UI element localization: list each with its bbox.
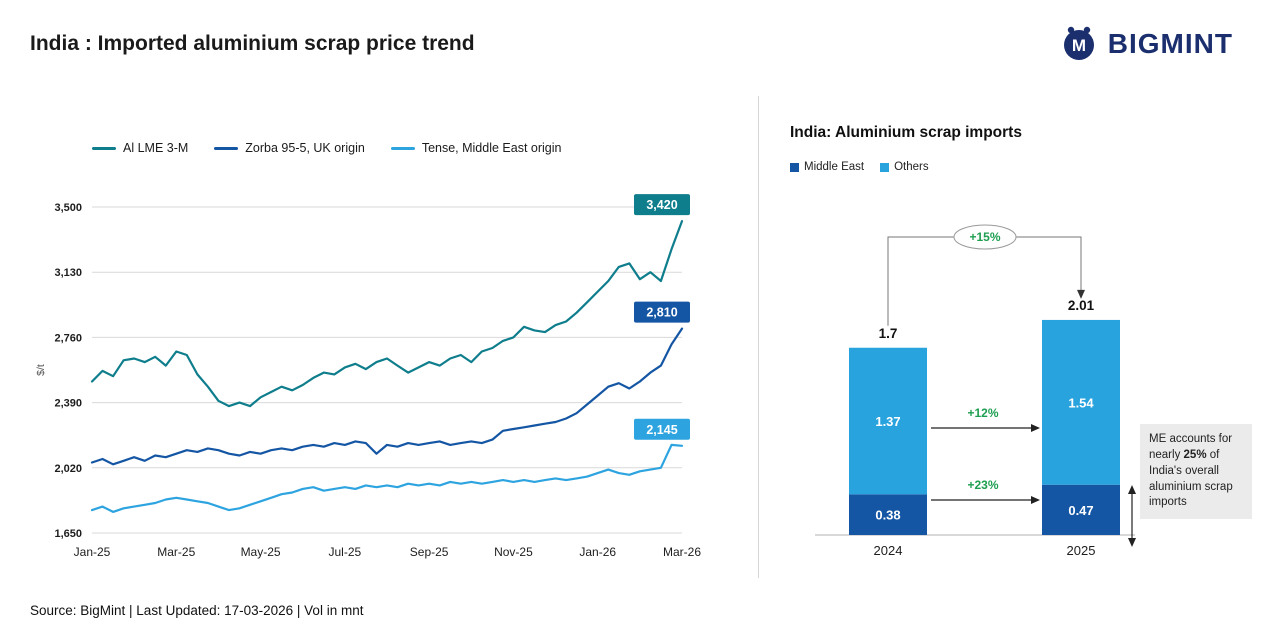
bigmint-logo: M BIGMINT [1059, 24, 1233, 64]
category-label: 2024 [874, 543, 903, 558]
series-end-label: 2,810 [646, 306, 677, 320]
arrowhead-right [1031, 496, 1040, 504]
arrowhead-down [1128, 538, 1136, 547]
series-line [90, 327, 684, 466]
x-tick-label: Jan-26 [579, 545, 616, 559]
note-text-post: of India's overall aluminium scrap impor… [1149, 448, 1233, 509]
segment-value-label: 0.38 [875, 508, 900, 523]
legend-item-middle-east: Middle East [790, 161, 864, 173]
note-text-bold: 25% [1183, 448, 1207, 461]
legend-label-zorba: Zorba 95-5, UK origin [245, 141, 365, 155]
panel-divider [758, 96, 759, 578]
segment-value-label: 1.54 [1068, 395, 1094, 410]
legend-swatch-middle-east [790, 162, 799, 172]
x-tick-label: Mar-26 [663, 545, 701, 559]
others-growth-label: +12% [967, 406, 998, 420]
page-title: India : Imported aluminium scrap price t… [30, 32, 475, 55]
bar-segment-middle-east [849, 494, 927, 535]
source-footer: Source: BigMint | Last Updated: 17-03-20… [30, 603, 364, 618]
total-label: 2.01 [1068, 298, 1095, 313]
price-trend-line-chart: 1,650 2,020 2,390 2,760 3,130 3,500 $/t Jan-25 M… [35, 194, 701, 559]
note-text-pre: ME accounts for nearly [1149, 433, 1233, 461]
y-axis-title: $/t [35, 364, 47, 376]
arrowhead-up [1128, 485, 1136, 494]
legend-swatch-al-lme [92, 146, 116, 150]
bar-chart-title: India: Aluminium scrap imports [790, 124, 1022, 141]
x-tick-label: May-25 [241, 545, 281, 559]
legend-label-al-lme: Al LME 3-M [123, 141, 189, 155]
y-tick-label: 1,650 [54, 528, 82, 540]
legend-swatch-others [880, 162, 890, 172]
series-end-label: 2,145 [646, 423, 677, 437]
y-tick-label: 2,760 [54, 332, 82, 344]
series-end-label: 3,420 [646, 198, 677, 212]
arrowhead-down [1077, 289, 1085, 299]
legend-swatch-zorba [214, 146, 239, 150]
x-tick-label: Sep-25 [410, 545, 449, 559]
y-tick-label: 3,130 [54, 267, 82, 279]
legend-item-al-lme: Al LME 3-M [92, 141, 188, 155]
legend-label-others: Others [894, 161, 929, 173]
category-label: 2025 [1067, 543, 1096, 558]
x-tick-label: Mar-25 [157, 545, 195, 559]
series-end-label-box [634, 418, 690, 440]
legend-swatch-tense [390, 146, 415, 150]
bar-segment-middle-east [1042, 484, 1120, 535]
bar-chart-legend: Middle East Others [790, 161, 929, 173]
bar-segment-others [1042, 319, 1120, 485]
y-tick-label: 3,500 [54, 202, 82, 214]
me-growth-label: +23% [967, 478, 998, 492]
growth-connector [887, 236, 1082, 326]
legend-item-others: Others [880, 161, 929, 173]
line-chart-legend: Al LME 3-M Zorba 95-5, UK origin Tense, … [92, 141, 561, 155]
series-end-label-box [634, 194, 690, 216]
series-line [90, 443, 684, 513]
y-tick-label: 2,390 [54, 398, 82, 410]
segment-value-label: 0.47 [1068, 503, 1093, 518]
legend-item-zorba: Zorba 95-5, UK origin [214, 141, 365, 155]
bigmint-logo-icon: M [1063, 26, 1094, 60]
series-line [90, 219, 684, 408]
x-tick-label: Jul-25 [329, 545, 362, 559]
svg-text:M: M [1072, 36, 1086, 55]
x-tick-label: Jan-25 [74, 545, 111, 559]
me-share-note: ME accounts for nearly 25% of India's ov… [1140, 424, 1252, 520]
total-label: 1.7 [879, 326, 898, 341]
bar-segment-others [849, 347, 927, 495]
total-growth-label: +15% [969, 230, 1000, 244]
y-tick-label: 2,020 [54, 463, 82, 475]
series-end-label-box [634, 301, 690, 323]
growth-oval [953, 224, 1017, 250]
brand-name: BIGMINT [1107, 28, 1233, 59]
legend-item-tense: Tense, Middle East origin [390, 141, 562, 155]
legend-label-middle-east: Middle East [804, 161, 865, 173]
legend-label-tense: Tense, Middle East origin [421, 141, 562, 155]
arrowhead-right [1031, 424, 1040, 432]
segment-value-label: 1.37 [875, 414, 900, 429]
x-tick-label: Nov-25 [494, 545, 533, 559]
scrap-imports-bar-chart: 0.38 1.37 1.7 2024 0.47 1.54 2.01 2025 +15% +12% +… [815, 224, 1136, 558]
